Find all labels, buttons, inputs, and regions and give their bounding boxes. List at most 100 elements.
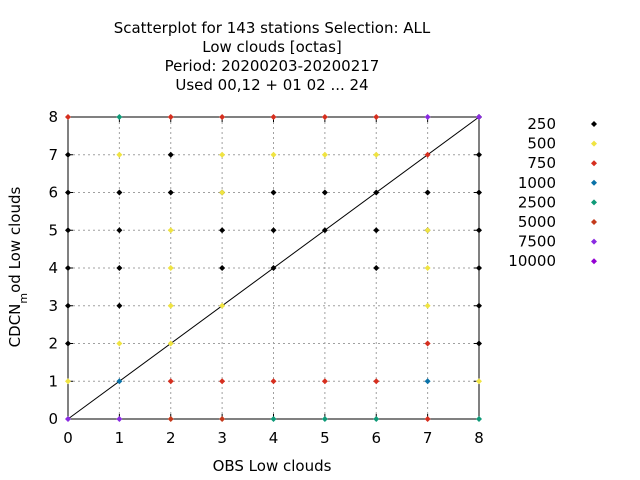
data-point-250	[373, 189, 380, 196]
data-point-750	[167, 378, 174, 385]
data-point-250	[270, 189, 277, 196]
data-point-750	[373, 114, 380, 120]
y-axis-label-main: CDCN	[6, 304, 24, 348]
data-point-250	[373, 227, 380, 234]
legend-marker-500	[591, 140, 597, 147]
data-point-2500	[476, 416, 482, 422]
data-point-750	[219, 114, 226, 120]
data-point-250	[219, 227, 226, 234]
legend-marker-5000	[591, 219, 597, 225]
title-line-2: Low clouds [octas]	[202, 38, 342, 56]
x-tick-label: 6	[371, 429, 381, 447]
data-point-2500	[116, 114, 123, 120]
data-point-2500	[270, 416, 277, 422]
legend-label-500: 500	[527, 135, 556, 153]
data-point-2500	[373, 416, 380, 422]
legend-marker-250	[591, 121, 597, 127]
legend-label-250: 250	[527, 115, 556, 133]
legend-marker-2500	[591, 199, 597, 206]
y-tick-label: 7	[48, 146, 58, 164]
data-point-250	[65, 227, 71, 234]
x-tick-label: 3	[217, 429, 227, 447]
x-tick-label: 2	[166, 429, 176, 447]
data-point-500	[219, 302, 226, 309]
data-point-5000	[167, 416, 174, 422]
data-point-500	[167, 227, 174, 234]
data-point-2500	[321, 416, 328, 422]
data-point-250	[65, 189, 71, 196]
data-point-750	[424, 151, 431, 158]
x-tick-label: 1	[115, 429, 125, 447]
y-tick-label: 1	[48, 372, 58, 390]
data-point-500	[167, 302, 174, 309]
title-line-1: Scatterplot for 143 stations Selection: …	[114, 19, 431, 37]
y-tick-label: 8	[48, 108, 58, 126]
data-point-750	[219, 378, 226, 385]
data-point-250	[65, 340, 71, 347]
data-point-5000	[219, 416, 226, 422]
y-tick-label: 4	[48, 259, 58, 277]
data-point-500	[219, 151, 226, 158]
legend-marker-1000	[591, 179, 597, 186]
data-point-250	[116, 265, 123, 271]
legend-label-2500: 2500	[518, 193, 556, 211]
data-point-750	[321, 114, 328, 120]
x-tick-label: 8	[474, 429, 484, 447]
data-point-500	[167, 340, 174, 347]
data-point-250	[65, 151, 71, 158]
data-point-500	[424, 227, 431, 234]
legend-label-10000: 10000	[508, 252, 556, 270]
x-axis-label: OBS Low clouds	[213, 457, 332, 475]
data-point-750	[321, 378, 328, 385]
data-point-250	[476, 302, 482, 309]
legend-marker-750	[591, 160, 597, 167]
data-point-250	[167, 151, 174, 158]
x-tick-label: 7	[423, 429, 433, 447]
data-point-7500	[65, 416, 71, 422]
data-point-250	[270, 265, 277, 271]
data-point-7500	[476, 114, 482, 120]
data-point-250	[116, 302, 123, 309]
legend-label-7500: 7500	[518, 233, 556, 251]
data-point-250	[424, 189, 431, 196]
data-point-250	[65, 302, 71, 309]
legend-label-1000: 1000	[518, 174, 556, 192]
data-point-750	[373, 378, 380, 385]
data-point-250	[476, 265, 482, 271]
data-point-500	[424, 265, 431, 271]
data-point-1000	[116, 378, 123, 385]
data-point-750	[424, 340, 431, 347]
data-point-1000	[424, 378, 431, 385]
y-tick-label: 0	[48, 410, 58, 428]
data-point-750	[65, 114, 71, 120]
data-point-750	[424, 416, 431, 422]
chart-title: Scatterplot for 143 stations Selection: …	[114, 19, 431, 94]
data-point-250	[116, 189, 123, 196]
title-line-4: Used 00,12 + 01 02 ... 24	[175, 76, 368, 94]
data-point-750	[270, 114, 277, 120]
data-point-250	[476, 227, 482, 234]
y-axis-label-subscript: m	[17, 293, 30, 304]
data-point-500	[476, 378, 482, 385]
data-point-250	[116, 227, 123, 234]
legend-label-750: 750	[527, 154, 556, 172]
y-tick-label: 6	[48, 184, 58, 202]
data-point-500	[116, 151, 123, 158]
data-point-500	[270, 151, 277, 158]
x-tick-label: 4	[269, 429, 279, 447]
data-point-500	[116, 340, 123, 347]
data-point-250	[373, 265, 380, 271]
data-points	[65, 114, 482, 422]
data-point-7500	[424, 114, 431, 120]
data-point-250	[476, 340, 482, 347]
data-point-500	[321, 151, 328, 158]
data-point-500	[65, 378, 71, 385]
title-line-3: Period: 20200203-20200217	[165, 57, 380, 75]
data-point-250	[65, 265, 71, 271]
legend-label-5000: 5000	[518, 213, 556, 231]
data-point-750	[270, 378, 277, 385]
y-tick-label: 5	[48, 221, 58, 239]
legend-marker-7500	[591, 238, 597, 245]
